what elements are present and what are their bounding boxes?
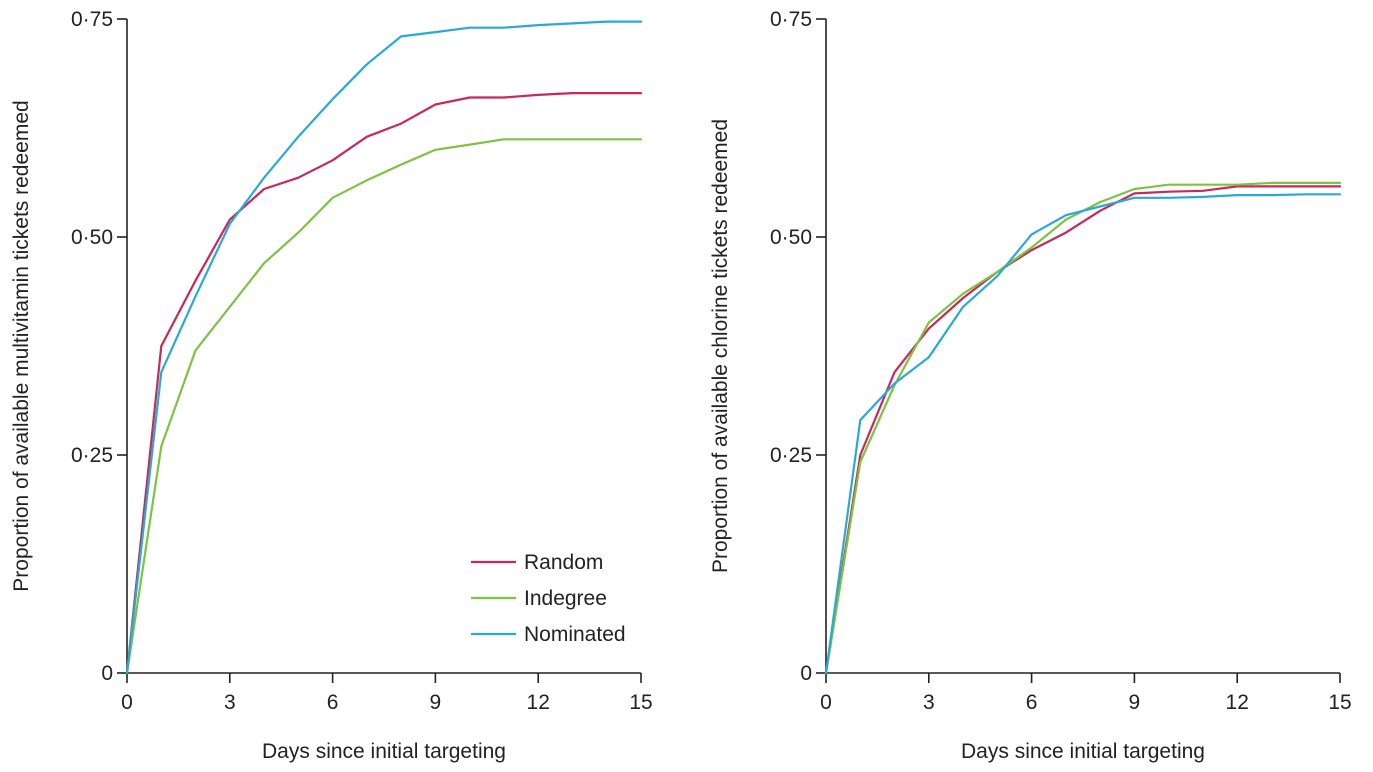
chart-panel-right: 0 0·25 0·50 0·75 0 3 6 9 12 15 Days since initial …: [709, 8, 1352, 763]
legend: Random Indegree Nominated: [471, 551, 626, 646]
x-tick-label: 6: [1026, 691, 1038, 714]
series-line-random: [125, 91, 643, 675]
x-tick-label: 6: [327, 691, 339, 714]
series-line-nominated: [125, 20, 643, 675]
legend-label-random: Random: [524, 551, 603, 574]
y-tick-label: 0·50: [770, 226, 812, 249]
y-tick-label: 0·75: [770, 8, 812, 31]
x-tick-label: 12: [1226, 691, 1249, 714]
y-tick-label: 0·25: [71, 444, 113, 467]
x-axis-title: Days since initial targeting: [262, 740, 506, 763]
y-axis-title: Proportion of available chlorine tickets…: [709, 119, 732, 573]
chart-panel-left: 0 0·25 0·50 0·75 0 3 6 9 12 15 Days since initial …: [10, 8, 653, 763]
series-line-indegree: [125, 138, 643, 675]
x-tick-label: 12: [527, 691, 550, 714]
x-tick-label: 15: [1328, 691, 1351, 714]
series-line-nominated: [824, 193, 1342, 675]
x-tick-label: 15: [629, 691, 652, 714]
series-line-random: [824, 185, 1342, 675]
y-tick-label: 0·50: [71, 226, 113, 249]
y-axis-title: Proportion of available multivitamin tic…: [10, 100, 33, 591]
series-line-indegree: [824, 181, 1342, 675]
y-tick-label: 0: [101, 662, 113, 685]
legend-label-nominated: Nominated: [524, 623, 626, 646]
x-tick-label: 3: [923, 691, 935, 714]
y-tick-label: 0·75: [71, 8, 113, 31]
y-tick-label: 0·25: [770, 444, 812, 467]
x-tick-label: 9: [1129, 691, 1141, 714]
x-axis-title: Days since initial targeting: [961, 740, 1205, 763]
x-tick-label: 9: [430, 691, 442, 714]
x-tick-label: 3: [224, 691, 236, 714]
x-tick-label: 0: [121, 691, 133, 714]
x-tick-label: 0: [820, 691, 832, 714]
legend-label-indegree: Indegree: [524, 587, 607, 610]
y-tick-label: 0: [800, 662, 812, 685]
